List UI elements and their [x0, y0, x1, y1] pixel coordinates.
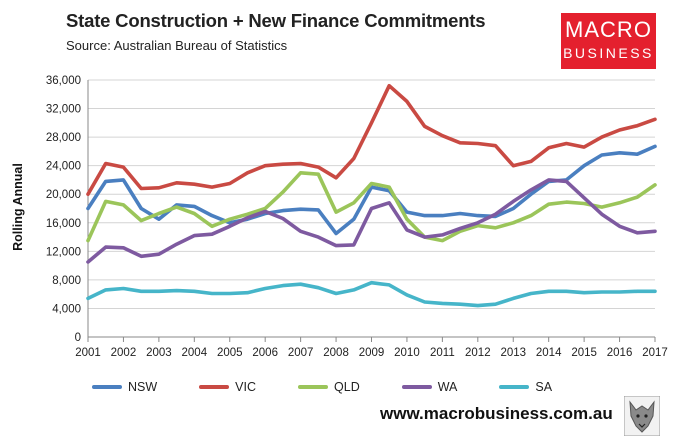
legend-item-vic: VIC: [199, 380, 256, 394]
legend-swatch: [298, 385, 329, 389]
series-line-qld: [86, 171, 657, 243]
chart-legend: NSW VIC QLD WA SA: [92, 380, 594, 394]
x-tick-label: 2014: [536, 347, 562, 359]
y-tick-label: 20,000: [46, 189, 81, 201]
legend-label: NSW: [128, 380, 158, 394]
x-tick-label: 2013: [500, 347, 526, 359]
y-tick-label: 8,000: [52, 275, 81, 287]
series-line-sa: [86, 280, 657, 308]
legend-item-qld: QLD: [298, 380, 360, 394]
y-axis-label: Rolling Annual: [11, 163, 25, 251]
y-tick-label: 4,000: [52, 303, 81, 315]
x-tick-label: 2012: [465, 347, 491, 359]
y-tick-label: 36,000: [46, 75, 81, 87]
y-tick-label: 0: [75, 332, 81, 344]
y-tick-label: 28,000: [46, 132, 81, 144]
x-tick-label: 2003: [146, 347, 172, 359]
chart-source: Source: Australian Bureau of Statistics: [66, 38, 288, 53]
x-tick-label: 2016: [607, 347, 633, 359]
x-tick-label: 2004: [182, 347, 208, 359]
x-tick-label: 2008: [323, 347, 349, 359]
x-tick-label: 2007: [288, 347, 314, 359]
legend-swatch: [499, 385, 530, 389]
x-tick-label: 2015: [571, 347, 597, 359]
legend-label: QLD: [334, 380, 360, 394]
wolf-logo-icon: [624, 396, 660, 436]
footer-url: www.macrobusiness.com.au: [380, 404, 613, 423]
series-lines: [86, 83, 657, 308]
x-tick-label: 2005: [217, 347, 243, 359]
legend-label: SA: [535, 380, 553, 394]
chart-title: State Construction + New Finance Commitm…: [66, 10, 486, 31]
x-tick-label: 2009: [359, 347, 385, 359]
x-tick-label: 2017: [642, 347, 668, 359]
y-tick-label: 12,000: [46, 246, 81, 258]
series-line-vic: [86, 83, 657, 196]
x-tick-label: 2010: [394, 347, 420, 359]
legend-item-sa: SA: [499, 380, 552, 394]
legend-label: VIC: [235, 380, 257, 394]
logo-line-1: MACRO: [565, 17, 652, 42]
legend-swatch: [199, 385, 230, 389]
y-tick-label: 32,000: [46, 104, 81, 116]
x-tick-label: 2011: [430, 347, 455, 359]
series-line-nsw: [86, 144, 657, 236]
x-axis-ticks: 2001 2002 2003 2004 2005 2006 2007 2008 2009 2010…: [75, 337, 668, 359]
legend-item-nsw: NSW: [92, 380, 157, 394]
legend-label: WA: [437, 380, 458, 394]
legend-swatch: [92, 385, 122, 389]
x-tick-label: 2002: [111, 347, 137, 359]
y-tick-label: 24,000: [46, 161, 81, 173]
legend-item-wa: WA: [401, 380, 458, 394]
y-tick-label: 16,000: [46, 218, 81, 230]
legend-swatch: [401, 385, 432, 389]
gridlines: [87, 79, 655, 338]
y-axis-ticks: 0 4,000 8,000 12,000 16,000 20,000 24,000 28,00…: [46, 75, 81, 344]
series-line-wa: [86, 178, 657, 264]
x-tick-label: 2001: [75, 347, 101, 359]
macrobusiness-logo: MACRO BUSINESS: [561, 13, 656, 69]
logo-line-2: BUSINESS: [563, 45, 654, 61]
x-tick-label: 2006: [252, 347, 278, 359]
